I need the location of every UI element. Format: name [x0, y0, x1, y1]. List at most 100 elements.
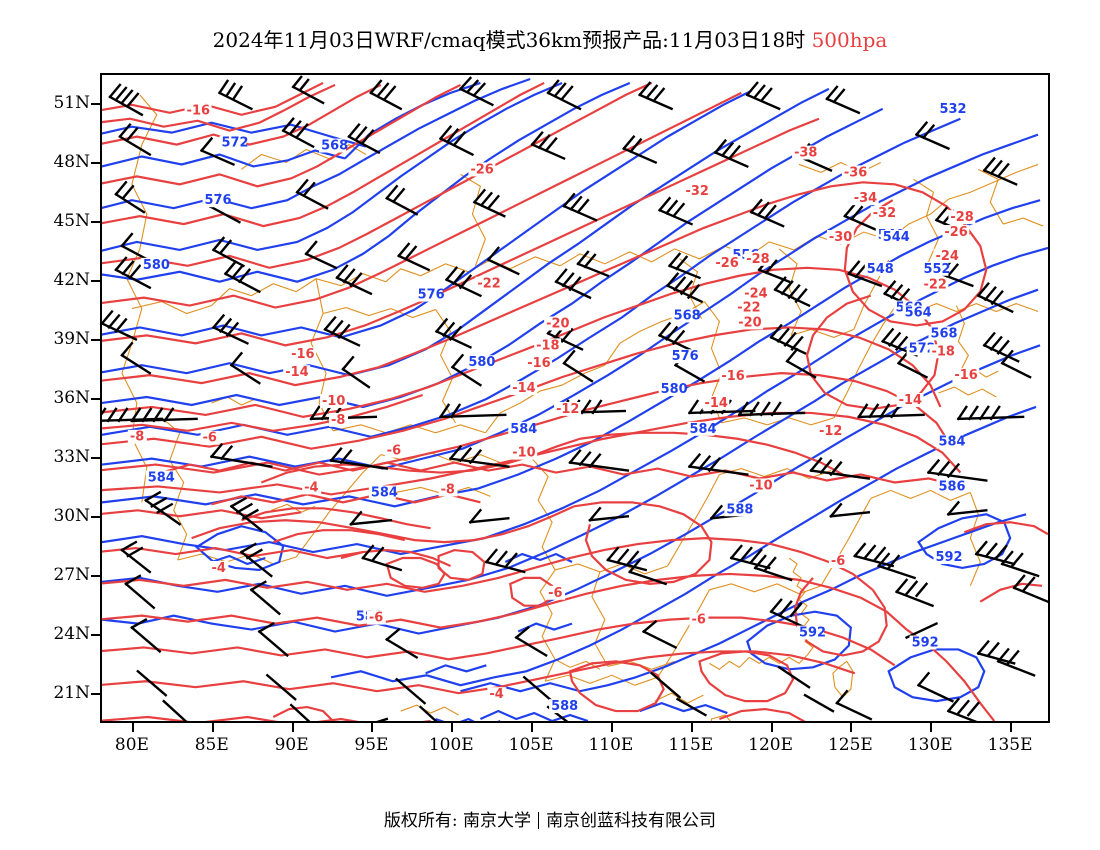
contour-label: -6: [548, 586, 562, 601]
contour-label-backdrop: [851, 191, 879, 206]
contour-label: 576: [205, 193, 232, 208]
x-axis-tick: [211, 723, 214, 732]
contour-label: -16: [721, 369, 744, 384]
copyright-right: 南京创蓝科技有限公司: [546, 811, 717, 831]
x-axis-tick-label: 80E: [114, 735, 149, 755]
contour-label-backdrop: [209, 560, 229, 575]
contour-label-backdrop: [902, 305, 930, 320]
contour-label-backdrop: [909, 635, 937, 650]
contour-label: -6: [692, 613, 706, 628]
contour-label-backdrop: [870, 206, 898, 221]
y-axis-tick-label: 27N: [53, 565, 90, 586]
contour-label: -8: [441, 482, 455, 497]
y-axis-tick: [91, 398, 100, 400]
wind-barbs: [102, 75, 1048, 721]
contour-label-backdrop: [792, 145, 819, 160]
copyright-left: 版权所有: 南京大学: [383, 811, 532, 831]
contour-label: -12: [819, 424, 842, 439]
x-axis-tick: [131, 723, 134, 732]
contour-label: -16: [527, 356, 550, 371]
contour-label: 586: [938, 479, 965, 494]
contour-label: 584: [510, 422, 537, 437]
x-axis-tick-label: 85E: [194, 735, 229, 755]
contour-label-backdrop: [841, 165, 869, 180]
contour-label: 588: [726, 502, 753, 517]
contour-label-backdrop: [937, 101, 965, 116]
contour-label-backdrop: [184, 103, 212, 118]
temperature-contour-labels: -16-26-32-36-34-38-32 -28-30 -26-24-22-26-…: [127, 103, 980, 702]
contour-label: 572: [909, 341, 936, 356]
contour-label-backdrop: [145, 470, 173, 485]
copyright-notice: 版权所有: 南京大学 南京创蓝科技有限公司: [0, 806, 1100, 831]
contour-label-backdrop: [202, 193, 230, 208]
contour-label-backdrop: [320, 394, 347, 408]
contour-label: -6: [203, 431, 217, 446]
contour-label-backdrop: [689, 612, 709, 627]
x-axis-tick: [451, 723, 454, 732]
contour-label: -22: [924, 278, 947, 293]
x-axis-tick: [531, 723, 534, 732]
contour-label: -20: [738, 315, 761, 330]
contour-label-backdrop: [510, 381, 538, 396]
contour-label: -14: [704, 396, 727, 411]
contour-label-backdrop: [747, 478, 775, 493]
contour-label-backdrop: [736, 315, 764, 330]
contour-label-backdrop: [942, 225, 970, 239]
contour-label: -24: [744, 287, 767, 302]
contour-label: 568: [930, 326, 957, 341]
contour-label-backdrop: [921, 261, 949, 276]
contour-label-backdrop: [368, 485, 396, 500]
y-axis-tick-label: 39N: [53, 328, 90, 349]
contour-label: 564: [905, 306, 932, 321]
contour-label-backdrop: [289, 347, 317, 362]
contour-label: -16: [291, 347, 314, 362]
contour-label: 548: [867, 262, 894, 277]
contour-label: 592: [799, 626, 826, 641]
contour-label-backdrop: [724, 502, 752, 517]
contour-label: -16: [187, 104, 210, 119]
y-axis-tick: [91, 161, 100, 164]
contour-label: 584: [148, 470, 175, 485]
y-axis-tick: [91, 516, 100, 519]
contour-label-backdrop: [525, 356, 553, 371]
title-level: 500hpa: [811, 28, 888, 52]
contour-label: -12: [556, 402, 579, 417]
contour-label-backdrop: [658, 382, 686, 397]
contour-label-backdrop: [544, 316, 572, 331]
y-axis-tick: [91, 634, 100, 637]
contour-label-backdrop: [933, 248, 961, 263]
contour-label-backdrop: [828, 554, 848, 568]
contour-label: 580: [661, 382, 688, 397]
contour-label-backdrop: [864, 261, 892, 276]
weather-map-svg: 5325725685765405445485525565805605645765…: [102, 75, 1048, 721]
contour-label-backdrop: [200, 430, 220, 445]
y-axis-tick-label: 21N: [53, 683, 90, 704]
contour-label: 532: [939, 102, 966, 117]
contour-label-backdrop: [936, 434, 964, 449]
contour-label-backdrop: [742, 286, 770, 301]
contour-label: -30: [829, 230, 852, 245]
contour-label: -10: [512, 446, 535, 461]
contour-label: -4: [489, 687, 503, 702]
x-axis-tick: [850, 723, 853, 732]
contour-label: 568: [674, 308, 701, 323]
contour-label-backdrop: [921, 277, 949, 292]
contour-label: 588: [551, 699, 578, 714]
contour-label: -32: [686, 184, 709, 199]
contour-label-backdrop: [415, 287, 443, 302]
y-axis-tick-label: 48N: [53, 151, 90, 172]
contour-label: -14: [899, 393, 922, 408]
contour-label-backdrop: [219, 135, 247, 150]
contour-label-backdrop: [683, 184, 711, 199]
contour-label-backdrop: [906, 341, 934, 356]
contour-label-backdrop: [466, 355, 494, 370]
contour-label-backdrop: [438, 482, 458, 497]
contour-label-backdrop: [366, 610, 386, 625]
contour-label: -20: [546, 316, 569, 331]
contour-label: 584: [938, 435, 965, 450]
contour-label-backdrop: [554, 401, 581, 416]
contour-label: -26: [715, 256, 738, 271]
contour-label: 592: [935, 550, 962, 565]
contour-label: -22: [477, 277, 500, 292]
contour-label-backdrop: [475, 276, 503, 291]
